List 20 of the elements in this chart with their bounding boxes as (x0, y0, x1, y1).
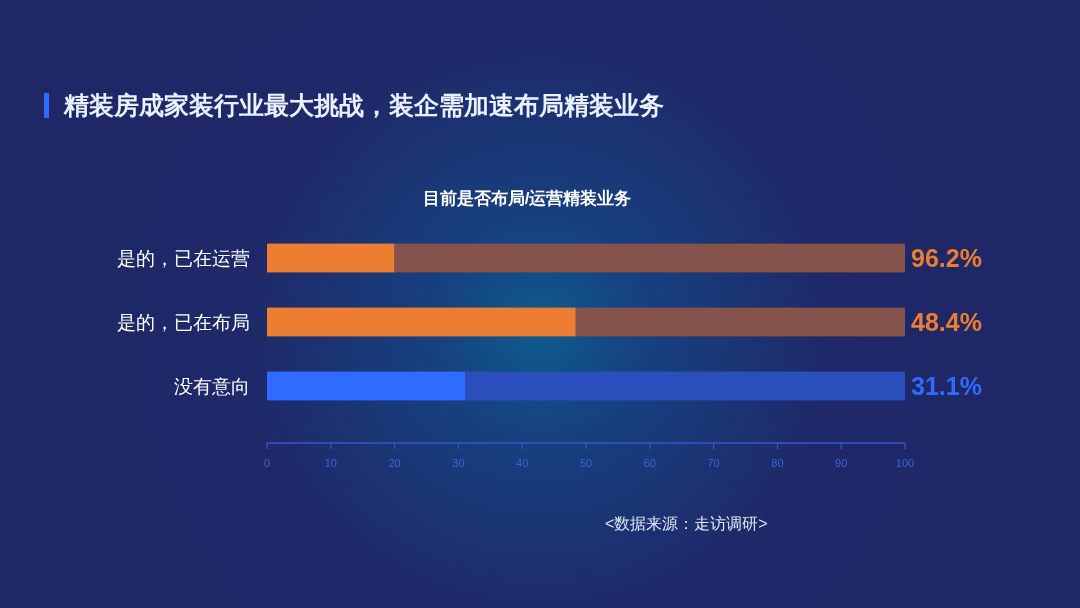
chart-subtitle: 目前是否布局/运营精装业务 (422, 189, 632, 208)
x-tick-label: 50 (579, 457, 593, 469)
y-tick-label: 是的，已在运营 (117, 248, 250, 269)
x-tick-label: 70 (707, 457, 720, 469)
x-tick-label: 100 (895, 457, 915, 469)
y-tick-label: 是的，已在布局 (117, 312, 250, 333)
value-label: 31.1% (911, 372, 982, 400)
y-tick-label: 没有意向 (174, 376, 250, 397)
annotation: <数据来源：走访调研> (605, 515, 768, 532)
x-tick-label: 60 (643, 457, 656, 469)
x-tick-label: 40 (516, 457, 529, 469)
x-tick-label: 30 (452, 457, 465, 469)
chart-title: 精装房成家装行业最大挑战，装企需加速布局精装业务 (63, 91, 664, 119)
x-tick-label: 0 (263, 457, 271, 469)
x-tick-label: 80 (771, 457, 784, 469)
x-tick-label: 20 (388, 457, 401, 469)
x-tick-label: 10 (324, 457, 337, 469)
value-label: 48.4% (911, 308, 982, 336)
annotation: 96.2% (911, 244, 982, 272)
x-tick-label: 90 (835, 457, 848, 469)
